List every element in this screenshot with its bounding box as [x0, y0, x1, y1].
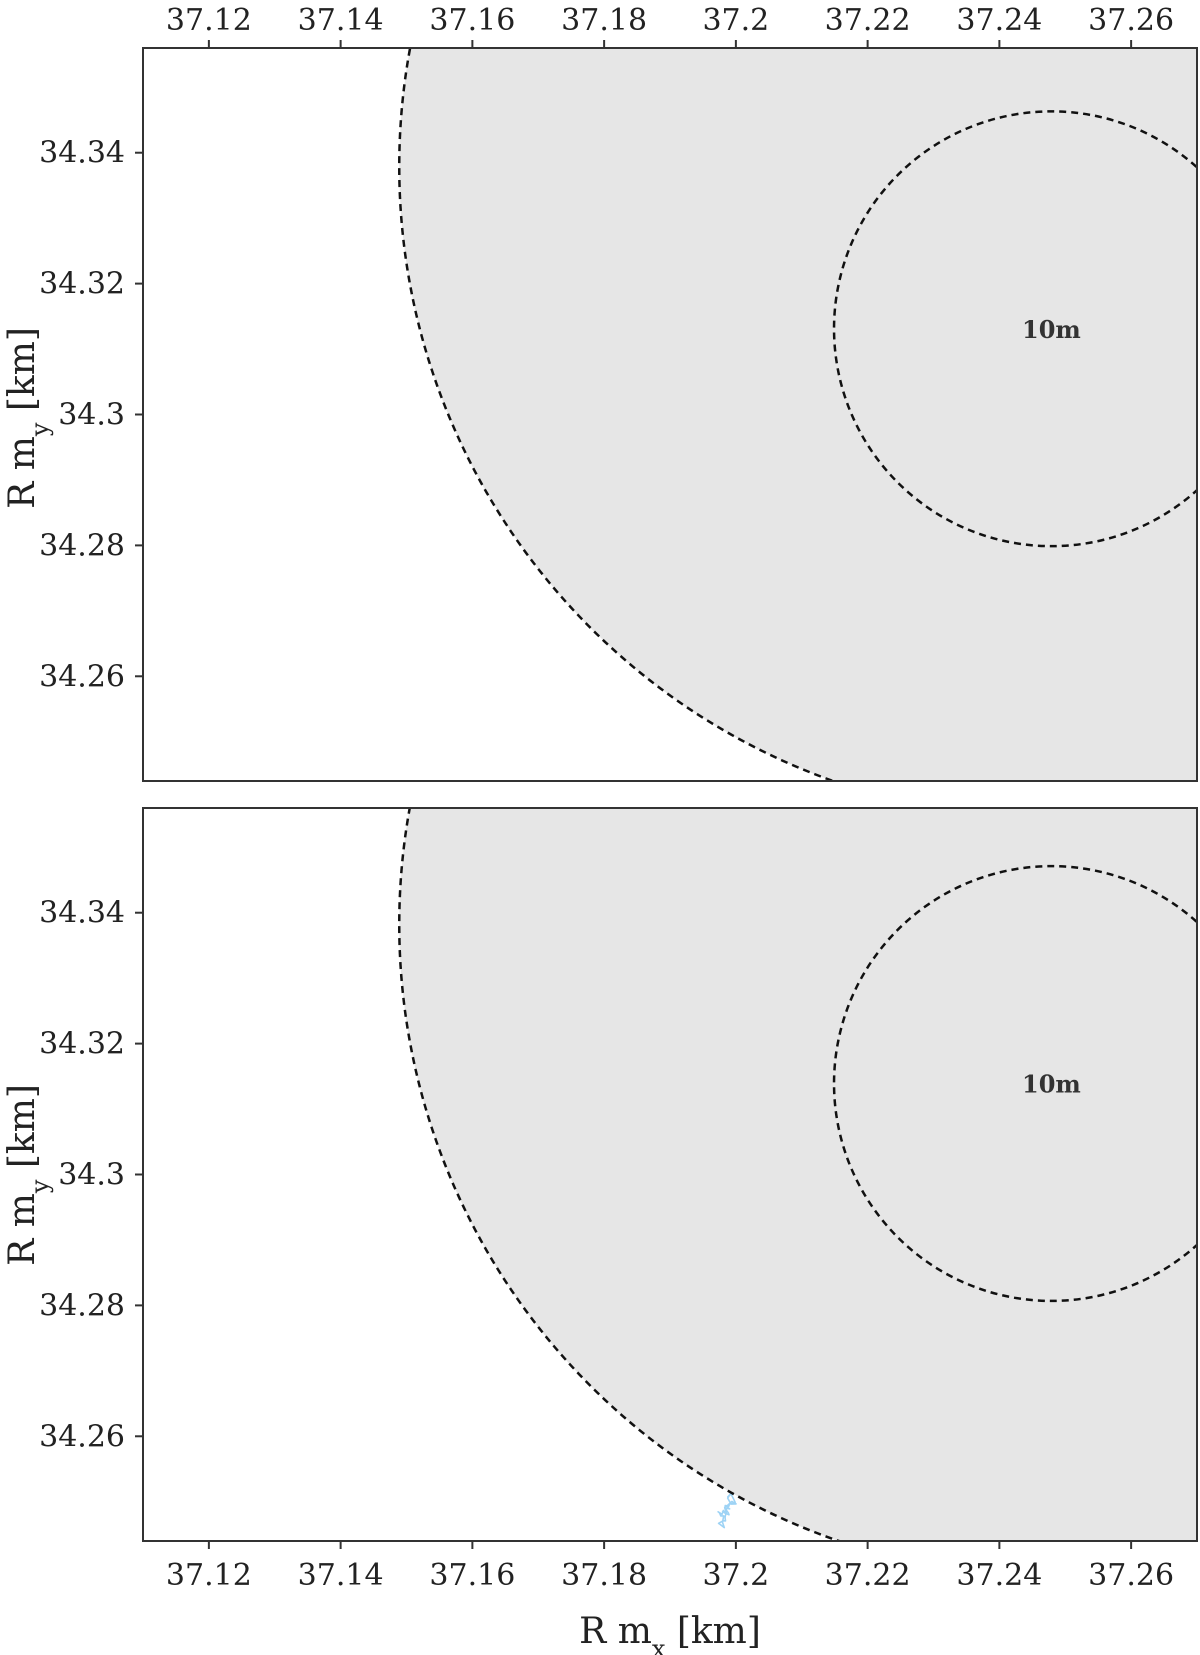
top-scale-circle-10m: [832, 110, 1197, 548]
bottom-y-tick-label: 34.28: [39, 1288, 125, 1323]
bottom-scale-label-10m: 10m: [1022, 1070, 1081, 1099]
bottom-y-tick-label: 34.3: [58, 1158, 125, 1193]
top-y-tick-label: 34.3: [58, 398, 125, 433]
bottom-x-tick-label: 37.26: [1088, 1558, 1174, 1593]
top-x-tick-label: 37.18: [561, 3, 647, 38]
bottom-x-tick-label: 37.22: [825, 1558, 911, 1593]
top-scale-label-10m: 10m: [1022, 315, 1081, 344]
top-x-tick-label: 37.24: [956, 3, 1042, 38]
top-x-tick-label: 37.22: [825, 3, 911, 38]
top-y-ticks: 34.26 34.28 34.3 34.32 34.34: [39, 136, 143, 694]
x-axis-label: R mx [km]: [579, 1611, 761, 1655]
panel-bottom: 30m10m 37.12 37.14 37.16 37.18 37.2 37.22 37.2…: [2, 807, 1198, 1655]
top-x-tick-label: 37.16: [429, 3, 515, 38]
top-y-tick-label: 34.26: [39, 659, 125, 694]
bottom-x-tick-label: 37.24: [956, 1558, 1042, 1593]
bottom-y-tick-label: 34.26: [39, 1419, 125, 1454]
bottom-scale-circle-10m: [832, 864, 1197, 1303]
top-x-tick-label: 37.2: [702, 3, 769, 38]
top-y-axis-label: R my [km]: [2, 327, 54, 509]
bottom-series-layer: 30m10m: [398, 808, 1197, 1541]
bottom-y-tick-label: 34.32: [39, 1027, 125, 1062]
top-series-layer: 30m10m: [398, 48, 1197, 781]
bottom-x-tick-label: 37.2: [702, 1558, 769, 1593]
bottom-x-ticks: 37.12 37.14 37.16 37.18 37.2 37.22 37.24 37.26: [166, 1541, 1174, 1593]
bottom-y-ticks: 34.26 34.28 34.3 34.32 34.34: [39, 896, 143, 1454]
top-y-tick-label: 34.28: [39, 528, 125, 563]
bottom-y-axis-label: R my [km]: [2, 1084, 54, 1266]
top-x-tick-label: 37.26: [1088, 3, 1174, 38]
panel-top: 30m10m 37.12 37.14 37.16 37.18 37.2 37.22 37.2…: [2, 3, 1198, 782]
bottom-x-tick-label: 37.16: [429, 1558, 515, 1593]
top-y-tick-label: 34.34: [39, 136, 125, 171]
top-x-ticks: 37.12 37.14 37.16 37.18 37.2 37.22 37.24 37.26: [166, 3, 1174, 48]
bottom-x-tick-label: 37.18: [561, 1558, 647, 1593]
top-x-tick-label: 37.14: [298, 3, 384, 38]
bottom-x-tick-label: 37.12: [166, 1558, 252, 1593]
top-x-tick-label: 37.12: [166, 3, 252, 38]
bottom-x-tick-label: 37.14: [298, 1558, 384, 1593]
bottom-y-tick-label: 34.34: [39, 896, 125, 931]
top-y-tick-label: 34.32: [39, 267, 125, 302]
